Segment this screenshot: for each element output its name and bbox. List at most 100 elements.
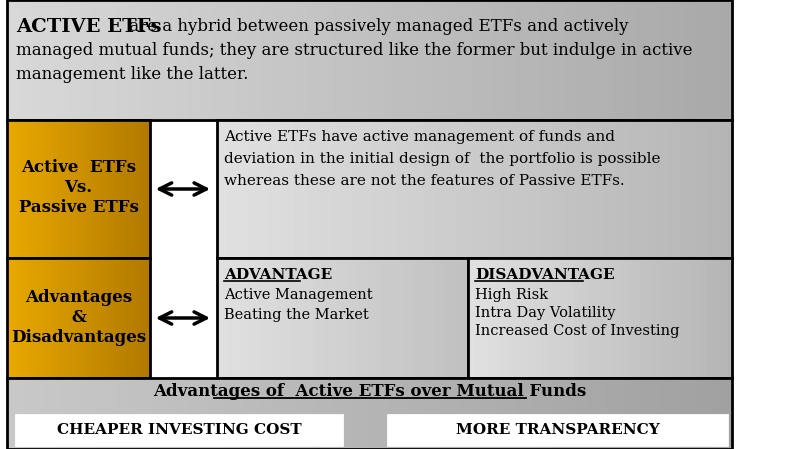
Bar <box>424 258 431 378</box>
Bar <box>82 258 86 378</box>
Bar <box>125 258 129 378</box>
Text: ACTIVE ETFs: ACTIVE ETFs <box>16 18 162 36</box>
Bar <box>393 258 399 378</box>
Text: Intra Day Volatility: Intra Day Volatility <box>475 306 616 320</box>
Text: managed mutual funds; they are structured like the former but indulge in active: managed mutual funds; they are structure… <box>16 42 693 59</box>
Bar <box>143 120 147 258</box>
Bar <box>599 0 612 120</box>
Bar <box>642 120 655 258</box>
Bar <box>399 258 406 378</box>
Bar <box>36 120 40 258</box>
Bar <box>494 258 502 378</box>
Bar <box>346 120 359 258</box>
Bar <box>54 120 58 258</box>
Bar <box>285 0 298 120</box>
Bar <box>7 378 26 449</box>
Bar <box>310 0 322 120</box>
Bar <box>714 378 733 449</box>
Bar <box>242 120 256 258</box>
Bar <box>614 258 621 378</box>
Bar <box>410 120 423 258</box>
Bar <box>418 258 425 378</box>
Bar <box>32 120 36 258</box>
Bar <box>322 0 334 120</box>
Bar <box>223 258 230 378</box>
Bar <box>10 258 14 378</box>
Bar <box>397 120 410 258</box>
Bar <box>292 258 298 378</box>
Bar <box>43 378 62 449</box>
Bar <box>534 258 542 378</box>
Bar <box>533 378 551 449</box>
Bar <box>342 258 349 378</box>
Bar <box>114 120 118 258</box>
Bar <box>273 258 280 378</box>
Bar <box>642 378 660 449</box>
Bar <box>380 258 387 378</box>
Bar <box>474 258 482 378</box>
Bar <box>79 378 98 449</box>
Bar <box>640 258 647 378</box>
Bar <box>307 120 320 258</box>
Bar <box>679 258 686 378</box>
Bar <box>75 120 79 258</box>
Bar <box>490 0 503 120</box>
Bar <box>672 0 685 120</box>
Bar <box>54 258 58 378</box>
Bar <box>90 120 94 258</box>
Bar <box>466 0 479 120</box>
Bar <box>648 0 660 120</box>
Bar <box>646 258 654 378</box>
Bar <box>346 0 358 120</box>
Bar <box>317 258 324 378</box>
Bar <box>474 120 488 258</box>
Bar <box>14 258 18 378</box>
Bar <box>449 120 462 258</box>
Bar <box>388 415 727 445</box>
Bar <box>152 0 165 120</box>
Bar <box>620 258 627 378</box>
Bar <box>116 0 128 120</box>
Bar <box>249 0 262 120</box>
Bar <box>43 0 56 120</box>
Bar <box>19 0 32 120</box>
Bar <box>261 378 279 449</box>
Bar <box>97 120 101 258</box>
Bar <box>394 0 406 120</box>
Bar <box>164 0 177 120</box>
Bar <box>594 258 601 378</box>
Bar <box>297 0 310 120</box>
Bar <box>152 378 170 449</box>
Bar <box>18 258 22 378</box>
Bar <box>636 0 648 120</box>
Bar <box>7 378 732 449</box>
Bar <box>719 258 726 378</box>
Text: ADVANTAGE: ADVANTAGE <box>224 268 332 282</box>
Bar <box>104 0 116 120</box>
Bar <box>430 0 442 120</box>
Bar <box>514 378 534 449</box>
Bar <box>713 258 720 378</box>
Bar <box>374 258 381 378</box>
Bar <box>7 0 19 120</box>
Bar <box>547 258 554 378</box>
Bar <box>128 0 141 120</box>
Text: Beating the Market: Beating the Market <box>224 308 369 322</box>
Bar <box>478 378 497 449</box>
Bar <box>600 258 607 378</box>
Bar <box>7 258 150 378</box>
Bar <box>527 0 539 120</box>
Bar <box>57 120 61 258</box>
Text: Vs.: Vs. <box>65 179 93 195</box>
Bar <box>552 120 566 258</box>
Bar <box>423 120 436 258</box>
Bar <box>720 0 733 120</box>
Bar <box>110 258 114 378</box>
Bar <box>114 258 118 378</box>
Bar <box>39 258 43 378</box>
Bar <box>660 258 666 378</box>
Text: Advantages of  Active ETFs over Mutual Funds: Advantages of Active ETFs over Mutual Fu… <box>153 383 586 400</box>
Bar <box>46 120 50 258</box>
Bar <box>46 258 50 378</box>
Bar <box>561 258 568 378</box>
